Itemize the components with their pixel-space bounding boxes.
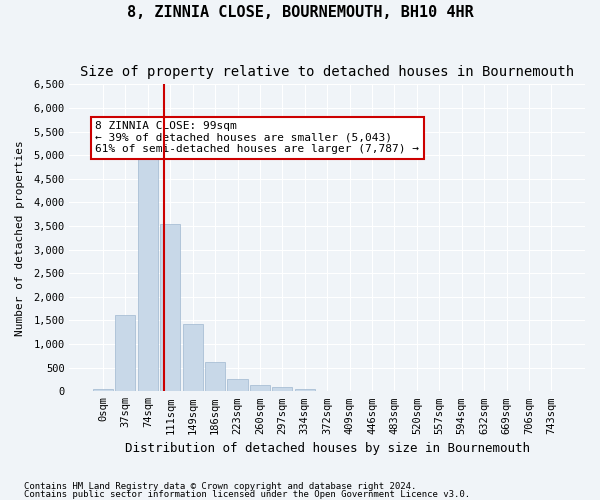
Bar [93,389,113,392]
Bar [227,378,248,392]
X-axis label: Distribution of detached houses by size in Bournemouth: Distribution of detached houses by size … [125,442,530,455]
Title: Size of property relative to detached houses in Bournemouth: Size of property relative to detached ho… [80,65,574,79]
Text: 8, ZINNIA CLOSE, BOURNEMOUTH, BH10 4HR: 8, ZINNIA CLOSE, BOURNEMOUTH, BH10 4HR [127,5,473,20]
Bar [182,324,203,392]
Bar [138,152,158,392]
Text: Contains public sector information licensed under the Open Government Licence v3: Contains public sector information licen… [24,490,470,499]
Bar [205,362,225,392]
Text: 8 ZINNIA CLOSE: 99sqm
← 39% of detached houses are smaller (5,043)
61% of semi-d: 8 ZINNIA CLOSE: 99sqm ← 39% of detached … [95,121,419,154]
Bar [295,389,315,392]
Bar [250,385,270,392]
Y-axis label: Number of detached properties: Number of detached properties [15,140,25,336]
Bar [115,315,136,392]
Bar [272,387,292,392]
Text: Contains HM Land Registry data © Crown copyright and database right 2024.: Contains HM Land Registry data © Crown c… [24,482,416,491]
Bar [160,224,181,392]
